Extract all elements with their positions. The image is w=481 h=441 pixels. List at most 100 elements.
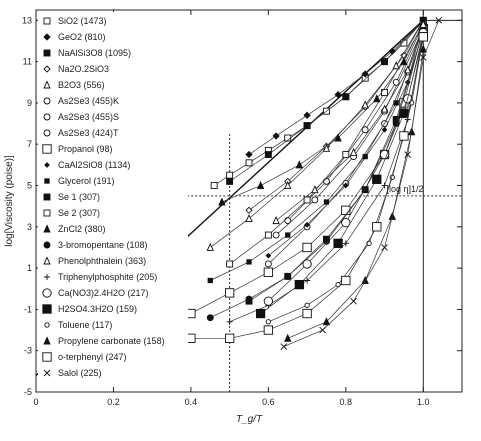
- legend-marker: [44, 162, 50, 168]
- legend-marker: [43, 241, 51, 249]
- y-tick-label: 1: [27, 263, 32, 273]
- data-point: [224, 333, 235, 343]
- legend-label: Se 1 (307): [58, 192, 100, 202]
- data-point: [245, 150, 253, 159]
- data-point: [265, 252, 272, 259]
- data-point: [399, 108, 409, 118]
- data-point: [245, 295, 253, 303]
- legend-item: Propanol (98): [42, 144, 113, 154]
- series-line: [268, 32, 424, 302]
- data-point: [361, 126, 369, 134]
- series-line: [268, 28, 424, 265]
- legend-marker: [44, 274, 50, 280]
- data-point: [272, 132, 280, 140]
- series-18: [255, 32, 428, 319]
- data-point: [311, 185, 319, 194]
- series-line: [260, 36, 424, 314]
- data-point: [272, 231, 280, 239]
- legend-item: o-terphenyl (247): [42, 352, 127, 362]
- legend-label: As2Se3 (424)T: [58, 128, 119, 138]
- legend-item: As2Se3 (424)T: [43, 128, 119, 138]
- x-tick-label: 0.6: [262, 397, 275, 407]
- legend-marker: [42, 144, 52, 154]
- series-line: [275, 24, 424, 221]
- plot-frame: [35, 9, 463, 393]
- legend-item: GeO2 (810): [43, 32, 106, 42]
- data-point: [322, 143, 331, 152]
- data-point: [373, 94, 381, 103]
- data-point: [418, 32, 428, 42]
- legend-label: Glycerol (191): [58, 176, 115, 186]
- series-line: [210, 30, 424, 318]
- legend-item: Propylene carbonate (158): [43, 336, 165, 346]
- legend-label: NaAlSi3O8 (1095): [58, 48, 131, 58]
- legend-marker: [44, 322, 50, 328]
- data-point: [342, 151, 350, 158]
- series-line: [229, 20, 424, 182]
- data-point: [303, 111, 311, 119]
- y-tick-label: 13: [22, 15, 32, 25]
- data-point: [303, 196, 311, 204]
- legend-marker: [43, 224, 51, 233]
- legend-background: [38, 12, 188, 384]
- x-tick-label: 0.8: [340, 397, 353, 407]
- legend-label: GeO2 (810): [58, 32, 106, 42]
- legend-label: ZnCl2 (380): [58, 224, 106, 234]
- legend-label: CaAl2SiO8 (1134): [58, 160, 130, 170]
- data-point: [361, 100, 369, 109]
- legend-item: B2O3 (556): [43, 80, 105, 90]
- data-point: [207, 277, 213, 284]
- data-point: [294, 279, 304, 290]
- data-point: [381, 126, 388, 133]
- data-point: [256, 180, 265, 189]
- y-axis-title: log[Viscosity (poise)]: [4, 155, 15, 247]
- legend-marker: [43, 193, 51, 201]
- data-point: [372, 174, 382, 184]
- data-point: [206, 314, 214, 322]
- data-point: [245, 213, 253, 223]
- y-tick-label: -1: [24, 304, 32, 314]
- data-point: [381, 244, 388, 251]
- data-point: [264, 151, 272, 158]
- legend-item: As2Se3 (455)S: [43, 112, 119, 122]
- log-eta-half-label: [log η]1/2: [386, 184, 423, 194]
- legend-label: Ca(NO3)2.4H2O (217): [58, 288, 149, 298]
- legend-marker: [42, 288, 52, 298]
- legend-item: Toluene (117): [44, 320, 112, 330]
- data-point: [419, 54, 427, 61]
- data-point: [350, 297, 357, 305]
- legend-item: SiO2 (1473): [43, 16, 107, 26]
- data-point: [245, 159, 253, 167]
- data-point: [226, 177, 234, 185]
- data-point: [400, 57, 408, 66]
- legend-label: As2Se3 (455)S: [58, 112, 119, 122]
- data-point: [226, 260, 234, 268]
- data-point: [404, 65, 412, 74]
- data-point: [342, 240, 349, 247]
- y-tick-label: -5: [24, 387, 32, 397]
- legend-label: Na2O.2SiO3: [58, 64, 109, 74]
- legend-item: Salol (225): [43, 368, 102, 378]
- legend: SiO2 (1473) GeO2 (810) NaAlSi3O8 (1095) Na2…: [38, 12, 188, 384]
- data-point: [265, 319, 272, 325]
- x-tick-label: 1.0: [417, 397, 430, 407]
- data-point: [419, 44, 427, 53]
- data-point: [304, 277, 311, 284]
- data-point: [361, 275, 369, 284]
- data-point: [272, 216, 280, 225]
- data-point: [323, 199, 330, 205]
- data-point: [285, 232, 291, 238]
- legend-item: Ca(NO3)2.4H2O (217): [42, 288, 149, 298]
- legend-marker: [43, 129, 51, 137]
- series-line: [229, 24, 424, 265]
- legend-label: 3-bromopentane (108): [58, 240, 148, 250]
- legend-marker: [44, 178, 50, 184]
- series-line: [190, 36, 424, 339]
- data-point: [264, 231, 272, 239]
- legend-item: H2SO4.3H2O (159): [42, 304, 137, 314]
- data-point: [264, 260, 272, 268]
- data-point: [381, 182, 388, 189]
- legend-item: Phenolphthalein (363): [43, 256, 146, 266]
